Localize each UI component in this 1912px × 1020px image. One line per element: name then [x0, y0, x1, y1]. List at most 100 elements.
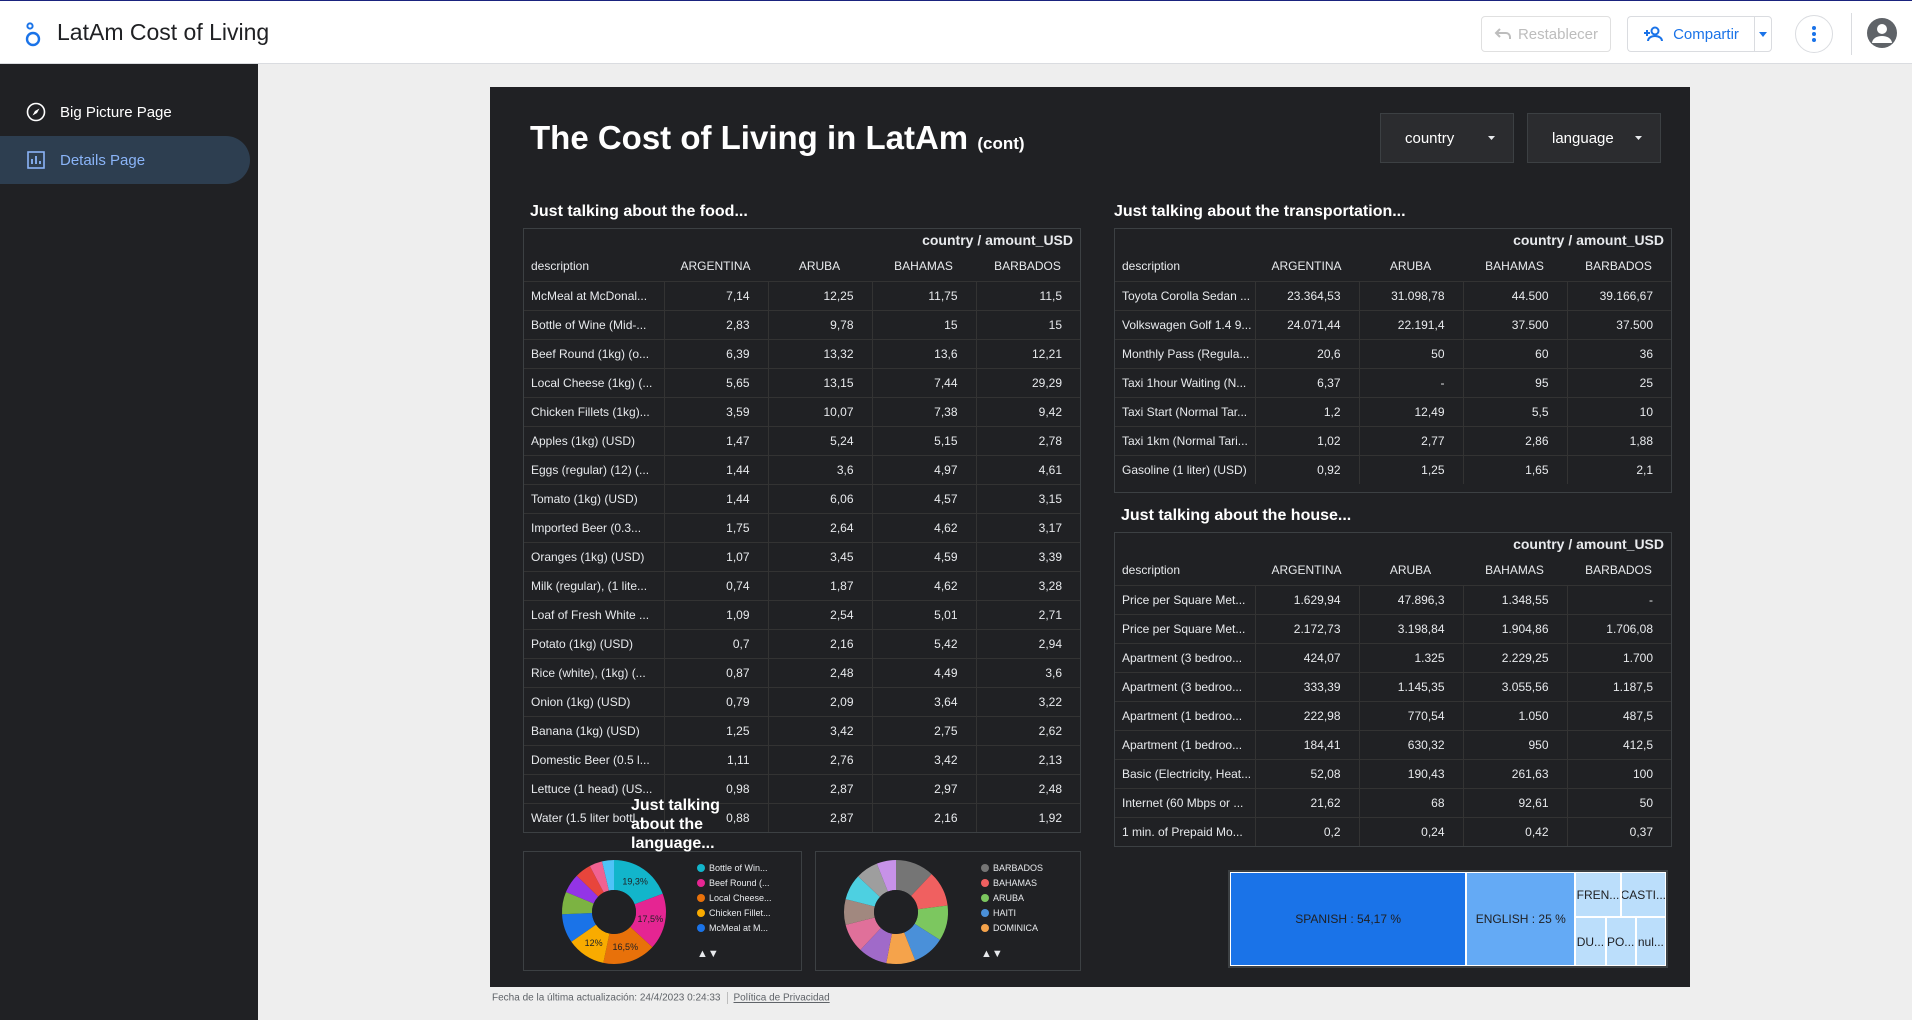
language-filter[interactable]: language [1527, 113, 1661, 163]
pie-slice[interactable] [566, 875, 599, 904]
pie-slice[interactable] [589, 861, 609, 893]
legend-item[interactable]: McMeal at M... [697, 920, 772, 935]
cell-value: 13,32 [768, 339, 873, 369]
treemap-cell[interactable]: PO... [1605, 917, 1636, 966]
legend-item[interactable]: BAHAMAS [981, 875, 1043, 890]
cell-value: 2,1 [1567, 455, 1671, 484]
legend-item[interactable]: BARBADOS [981, 860, 1043, 875]
legend-item[interactable]: HAITI [981, 905, 1043, 920]
nav-item-details[interactable]: Details Page [0, 136, 250, 184]
column-header[interactable]: ARUBA [798, 259, 841, 273]
legend-item[interactable]: DOMINICA [981, 920, 1043, 935]
cell-value: 50 [1567, 788, 1671, 818]
cell-value: 7,14 [664, 281, 769, 311]
pie-slice[interactable] [911, 874, 948, 910]
pivot-header: country / amount_USD [922, 232, 1073, 248]
pie-slice[interactable] [562, 912, 596, 942]
cell-value: 2,97 [872, 774, 977, 804]
cell-value: 770,54 [1359, 701, 1464, 731]
privacy-policy-link[interactable]: Política de Privacidad [733, 992, 830, 1004]
column-header[interactable]: BARBADOS [1585, 563, 1652, 577]
pie-slice[interactable] [896, 860, 932, 896]
pie-slice[interactable] [904, 923, 940, 961]
legend-pager[interactable]: ▲▼ [981, 948, 1003, 960]
row-description: Eggs (regular) (12) (... [524, 455, 665, 485]
legend-pager[interactable]: ▲▼ [697, 948, 719, 960]
row-description: Taxi 1hour Waiting (N... [1115, 368, 1256, 398]
pie-slice[interactable] [858, 863, 888, 897]
treemap-cell[interactable]: nul... [1635, 917, 1666, 966]
pie-slice[interactable] [603, 926, 653, 964]
pie-slice[interactable] [576, 865, 604, 897]
country-filter[interactable]: country [1380, 113, 1514, 163]
cell-value: 2,77 [1359, 426, 1464, 456]
legend-swatch [981, 908, 989, 917]
cell-value: 1.348,55 [1463, 585, 1568, 615]
cell-value: 37.500 [1463, 310, 1568, 340]
legend-item[interactable]: Bottle of Win... [697, 860, 772, 875]
treemap-cell[interactable]: DU... [1575, 917, 1606, 966]
pie-slice[interactable] [845, 917, 881, 950]
share-button[interactable]: Compartir [1627, 16, 1754, 52]
cell-value: 2,64 [768, 513, 873, 543]
column-header[interactable]: BARBADOS [1585, 259, 1652, 273]
table-row: Tomato (1kg) (USD) 1,44 6,06 4,57 3,15 [524, 484, 1080, 514]
more-options-button[interactable] [1795, 15, 1833, 53]
legend-label: DOMINICA [993, 922, 1038, 933]
column-header[interactable]: BAHAMAS [894, 259, 953, 273]
column-header[interactable]: BARBADOS [994, 259, 1061, 273]
column-header[interactable]: ARUBA [1389, 563, 1432, 577]
cell-value: 2.172,73 [1255, 614, 1360, 644]
table-row: Eggs (regular) (12) (... 1,44 3,6 4,97 4,61 [524, 455, 1080, 485]
cell-value: 1,09 [664, 600, 769, 630]
cell-value: 2,09 [768, 687, 873, 717]
legend-item[interactable]: Chicken Fillet... [697, 905, 772, 920]
pie-slice[interactable] [614, 860, 663, 905]
column-header[interactable]: description [1122, 259, 1181, 273]
cell-value: 10 [1567, 397, 1671, 427]
legend-item[interactable]: Local Cheese... [697, 890, 772, 905]
column-header[interactable]: ARGENTINA [680, 259, 751, 273]
pie-slice[interactable] [886, 932, 916, 964]
pie-slice[interactable] [914, 905, 948, 940]
nav-item-label: Details Page [60, 151, 146, 169]
cell-value: 184,41 [1255, 730, 1360, 760]
legend-item[interactable]: Beef Round (... [697, 875, 772, 890]
cell-value: 1,07 [664, 542, 769, 572]
column-header[interactable]: description [531, 259, 590, 273]
pie-slice[interactable] [571, 924, 610, 963]
treemap-cell[interactable]: SPANISH : 54,17 % [1230, 872, 1467, 966]
column-header[interactable]: BAHAMAS [1485, 259, 1544, 273]
legend-item[interactable]: ARUBA [981, 890, 1043, 905]
reset-button[interactable]: Restablecer [1481, 16, 1611, 52]
column-header[interactable]: ARUBA [1389, 259, 1432, 273]
cell-value: 12,21 [976, 339, 1080, 369]
treemap-cell[interactable]: FREN... [1575, 872, 1621, 918]
table-row: Monthly Pass (Regula... 20,6 50 60 36 [1115, 339, 1671, 369]
pie-slice[interactable] [860, 928, 892, 964]
account-icon[interactable] [1866, 17, 1898, 49]
column-header[interactable]: ARGENTINA [1271, 259, 1342, 273]
column-header[interactable]: description [1122, 563, 1181, 577]
nav-item-big-picture[interactable]: Big Picture Page [0, 88, 172, 136]
table-row: Taxi 1hour Waiting (N... 6,37-95 25 [1115, 368, 1671, 398]
pie-slice[interactable] [602, 860, 614, 891]
treemap-cell[interactable]: CASTI... [1620, 872, 1666, 918]
looker-studio-logo-icon [25, 22, 41, 47]
cell-value: 1.706,08 [1567, 614, 1671, 644]
cell-value: 23.364,53 [1255, 281, 1360, 311]
pie-slice[interactable] [844, 899, 875, 925]
cell-value: 13,15 [768, 368, 873, 398]
table-row: Oranges (1kg) (USD) 1,07 3,45 4,59 3,39 [524, 542, 1080, 572]
cell-value: 0,92 [1255, 455, 1360, 484]
column-header[interactable]: ARGENTINA [1271, 563, 1342, 577]
pie-slice[interactable] [876, 860, 896, 892]
share-dropdown-button[interactable] [1754, 16, 1772, 52]
pie-slice[interactable] [630, 893, 666, 948]
pie-slice[interactable] [562, 891, 594, 915]
pie-slice[interactable] [845, 876, 880, 907]
column-header[interactable]: BAHAMAS [1485, 563, 1544, 577]
row-description: Banana (1kg) (USD) [524, 716, 665, 746]
toolbar-divider [1851, 13, 1852, 55]
treemap-cell[interactable]: ENGLISH : 25 % [1466, 872, 1576, 966]
